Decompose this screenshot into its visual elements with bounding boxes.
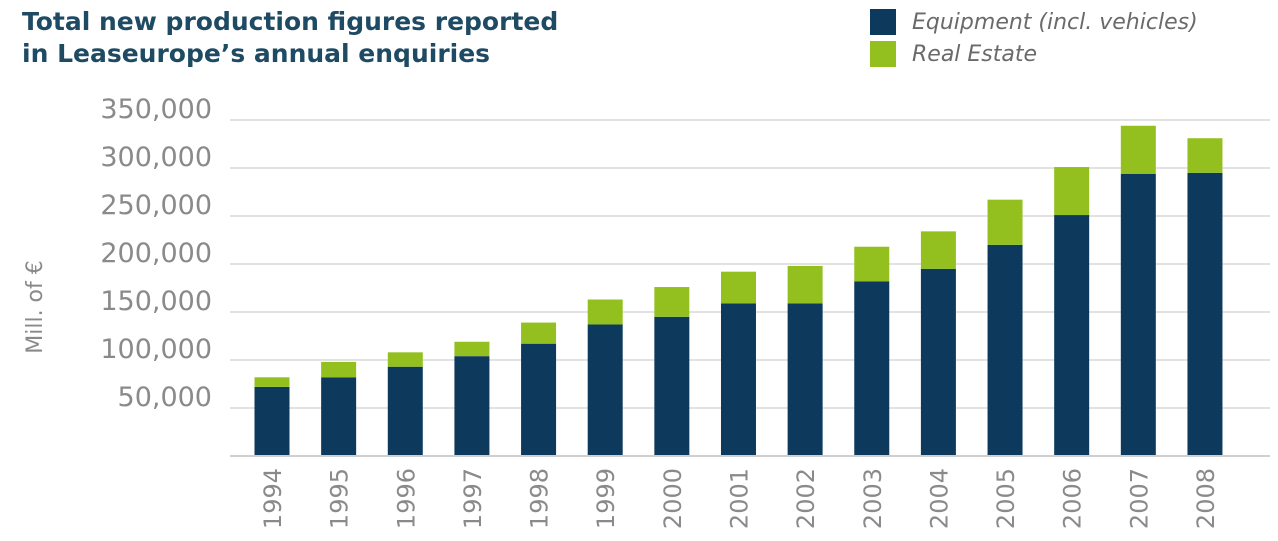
legend-swatch-real-estate: [870, 41, 896, 67]
chart-title-line-2: in Leaseurope’s annual enquiries: [22, 39, 491, 68]
x-tick-label: 2004: [925, 468, 953, 529]
x-tick-label: 2005: [992, 468, 1020, 529]
bar-real-estate: [1054, 167, 1090, 216]
bar-equipment: [587, 324, 623, 456]
bar-real-estate: [387, 352, 423, 367]
y-tick-label: 350,000: [100, 94, 212, 125]
bar-real-estate: [321, 361, 357, 378]
bar-equipment: [254, 386, 290, 456]
legend-label-real-estate: Real Estate: [912, 41, 1038, 67]
bar-equipment: [1120, 173, 1156, 456]
bar-equipment: [920, 268, 956, 456]
chart-title-line-1: Total new production figures reported: [22, 7, 559, 36]
x-tick-label: 1997: [459, 468, 487, 529]
bar-real-estate: [587, 299, 623, 325]
bar-real-estate: [454, 341, 490, 357]
bar-real-estate: [521, 322, 557, 344]
x-tick-label: 1999: [592, 468, 620, 529]
bar-real-estate: [654, 287, 690, 317]
y-tick-label: 250,000: [100, 190, 212, 221]
legend-label-equipment: Equipment (incl. vehicles): [912, 9, 1198, 35]
x-axis-ticks: 1994 1995 1996 1997 1998 1999 2000 2001 2002 2003…: [259, 468, 1220, 529]
chart-legend: Equipment (incl. vehicles) Real Estate: [870, 6, 1198, 70]
bar-real-estate: [854, 246, 890, 282]
bar-equipment: [720, 303, 756, 456]
bar-real-estate: [1187, 138, 1223, 173]
y-axis-ticks: 50,000 100,000 150,000 200,000 250,000 300,00…: [100, 94, 212, 413]
x-tick-label: 2001: [725, 468, 753, 529]
bar-real-estate: [787, 265, 823, 304]
y-tick-label: 150,000: [100, 286, 212, 317]
bar-equipment: [787, 303, 823, 456]
legend-swatch-equipment: [870, 9, 896, 35]
bar-real-estate: [987, 199, 1023, 245]
y-tick-label: 300,000: [100, 142, 212, 173]
x-tick-label: 1998: [526, 468, 554, 529]
bar-equipment: [521, 343, 557, 456]
bar-equipment: [321, 377, 357, 456]
bar-real-estate: [1120, 125, 1156, 174]
x-tick-label: 2007: [1125, 468, 1153, 529]
bar-real-estate: [254, 377, 290, 387]
legend-item-real-estate: Real Estate: [870, 38, 1198, 70]
x-tick-label: 1995: [326, 468, 354, 529]
x-tick-label: 2003: [859, 468, 887, 529]
x-tick-label: 2006: [1059, 468, 1087, 529]
bar-equipment: [854, 281, 890, 456]
x-tick-label: 2000: [659, 468, 687, 529]
bars: [254, 125, 1223, 457]
bar-real-estate: [920, 231, 956, 269]
x-tick-label: 2002: [792, 468, 820, 529]
legend-item-equipment: Equipment (incl. vehicles): [870, 6, 1198, 38]
bar-equipment: [454, 356, 490, 456]
bar-real-estate: [720, 271, 756, 304]
bar-equipment: [1054, 215, 1090, 456]
x-tick-label: 2008: [1192, 468, 1220, 529]
bar-equipment: [387, 366, 423, 456]
y-tick-label: 50,000: [118, 382, 212, 413]
y-tick-label: 200,000: [100, 238, 212, 269]
bar-equipment: [987, 244, 1023, 456]
chart-title: Total new production figures reported in…: [22, 6, 558, 70]
bar-equipment: [654, 316, 690, 456]
x-tick-label: 1994: [259, 468, 287, 529]
y-axis-label: Mill. of €: [23, 260, 48, 354]
bar-equipment: [1187, 172, 1223, 457]
y-tick-label: 100,000: [100, 334, 212, 365]
x-tick-label: 1996: [392, 468, 420, 529]
